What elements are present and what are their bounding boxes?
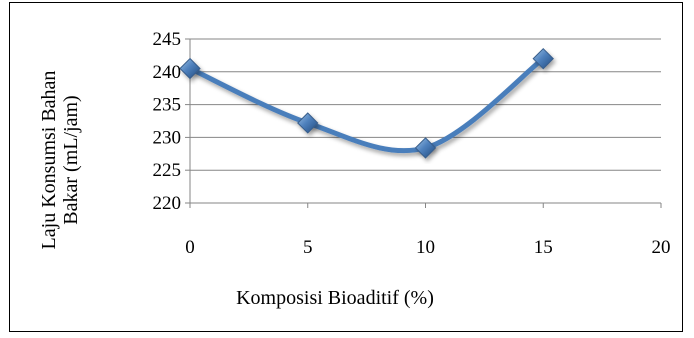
x-tick-label: 5	[303, 237, 313, 258]
chart-frame: 220 225 230 235 240 245 0 5 10 15 20 Komposisi Bio…	[9, 2, 683, 332]
y-tick-label: 240	[153, 62, 182, 83]
x-tick-label: 10	[416, 237, 435, 258]
line-chart: 220 225 230 235 240 245 0 5 10 15 20 Komposisi Bio…	[38, 29, 671, 309]
data-point-diamond	[532, 47, 554, 70]
y-axis-title-line-2: Bakar (mL/jam)	[60, 95, 82, 224]
data-point-diamond	[179, 57, 201, 80]
data-point-diamond	[297, 112, 319, 134]
y-axis-title-line-1: Laju Konsumsi Bahan	[38, 71, 60, 250]
x-tick-label: 15	[534, 237, 553, 258]
y-tick-label: 235	[153, 95, 182, 116]
y-tick-label: 225	[153, 160, 182, 181]
y-tick-label: 220	[153, 193, 182, 214]
x-tick-label: 20	[652, 237, 671, 258]
series-line-0	[187, 56, 546, 154]
x-tick-label: 0	[185, 237, 195, 258]
y-tick-label: 230	[153, 127, 182, 148]
y-tick-label: 245	[153, 29, 182, 50]
data-point-diamond	[414, 137, 437, 159]
x-axis-title: Komposisi Bioaditif (%)	[236, 287, 434, 309]
